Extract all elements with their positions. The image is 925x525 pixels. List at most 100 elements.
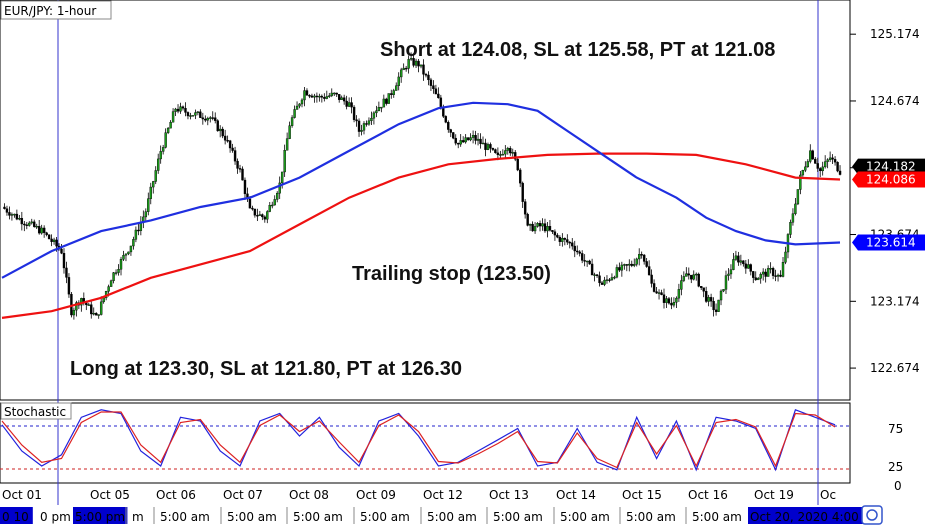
chart-title-box <box>0 0 112 20</box>
candle-body <box>352 106 356 120</box>
candle-body <box>422 64 425 75</box>
candle-body <box>338 94 341 100</box>
candle-body <box>613 276 616 279</box>
candle-body <box>709 297 713 302</box>
candle-body <box>432 85 435 90</box>
x-time-label: 5:00 am <box>293 510 343 524</box>
candle-body <box>236 160 239 169</box>
candle-body <box>533 226 537 232</box>
candle-body <box>226 140 229 142</box>
candle-body <box>499 154 502 156</box>
stochastic-label-box <box>0 402 72 420</box>
candle-body <box>266 211 269 220</box>
candle-body <box>523 201 527 215</box>
candle-body <box>90 304 93 315</box>
candle-body <box>241 168 244 181</box>
candle-body <box>95 313 98 316</box>
candle-body <box>695 273 698 276</box>
candle-body <box>625 264 629 266</box>
price-tag: 124.182 <box>852 158 925 175</box>
candle-body <box>129 245 133 253</box>
candle-body <box>424 74 428 76</box>
refresh-icon[interactable] <box>861 505 883 525</box>
candle-body <box>13 213 16 216</box>
candle-body <box>660 292 663 295</box>
candle-body <box>459 140 462 145</box>
candle-body <box>501 153 505 156</box>
candle-body <box>662 294 666 303</box>
candle-body <box>526 213 529 226</box>
candle-body <box>737 255 740 263</box>
x-time-label: 5:00 pm <box>75 510 125 524</box>
candle-body <box>407 59 410 69</box>
candle-body <box>553 231 557 236</box>
candle-body <box>699 286 703 288</box>
candle-body <box>476 138 480 141</box>
candle-body <box>811 150 814 160</box>
candle-body <box>333 92 336 95</box>
ma-fast-line <box>1 101 841 279</box>
annotation-trailing-stop: Trailing stop (123.50) <box>352 263 551 285</box>
candle-body <box>320 95 324 98</box>
candle-body <box>377 107 381 111</box>
x-time-label: m <box>132 510 144 524</box>
candle-body <box>3 206 6 209</box>
candle-body <box>209 117 212 119</box>
candle-body <box>821 166 824 172</box>
candle-body <box>174 108 177 112</box>
candle-body <box>491 148 495 150</box>
candle-body <box>134 229 138 240</box>
annotation-long: Long at 123.30, SL at 121.80, PT at 126.… <box>70 358 462 380</box>
y-tick-label: 123.174 <box>870 294 920 308</box>
candle-body <box>176 108 180 112</box>
candle-body <box>256 215 259 217</box>
candle-body <box>347 102 351 107</box>
candle-body <box>657 292 661 294</box>
candle-body <box>543 223 547 232</box>
candle-body <box>323 97 326 99</box>
candle-body <box>697 273 700 287</box>
candle-body <box>201 117 205 120</box>
candle-body <box>528 223 532 226</box>
x-time-highlight <box>0 507 33 524</box>
candle-body <box>47 234 51 240</box>
candle-body <box>461 140 465 143</box>
candle-body <box>702 287 705 292</box>
candle-body <box>682 276 686 281</box>
candle-body <box>729 269 733 275</box>
candle-body <box>342 97 346 102</box>
candle-body <box>744 263 748 269</box>
candle-body <box>102 297 105 303</box>
x-time-label: 0 10 <box>2 510 29 524</box>
candle-body <box>152 181 155 188</box>
candle-body <box>774 275 777 277</box>
candle-body <box>687 273 690 276</box>
candle-body <box>318 95 321 98</box>
stoch-tick-75: 75 <box>888 422 903 436</box>
candle-body <box>28 222 31 226</box>
candle-body <box>285 138 289 151</box>
candle-body <box>464 137 467 143</box>
candle-body <box>40 227 43 234</box>
candle-body <box>548 226 552 231</box>
candle-body <box>766 268 770 277</box>
candle-body <box>276 192 279 200</box>
candle-body <box>610 277 614 281</box>
candle-body <box>814 158 817 164</box>
candle-body <box>273 199 276 206</box>
candle-body <box>417 60 420 67</box>
candle-body <box>496 152 500 156</box>
candle-body <box>365 123 368 125</box>
candle-body <box>509 148 512 154</box>
candle-body <box>271 204 274 207</box>
candle-body <box>566 239 569 243</box>
x-date-label: Oct 15 <box>622 488 662 502</box>
stoch-tick-0: 0 <box>894 479 902 493</box>
candle-body <box>719 290 723 301</box>
x-time-label: 5:00 am <box>626 510 676 524</box>
y-tick-label: 125.174 <box>870 27 920 41</box>
candle-body <box>189 115 192 117</box>
candle-body <box>630 263 633 266</box>
candle-body <box>367 120 371 125</box>
candle-body <box>796 189 800 205</box>
